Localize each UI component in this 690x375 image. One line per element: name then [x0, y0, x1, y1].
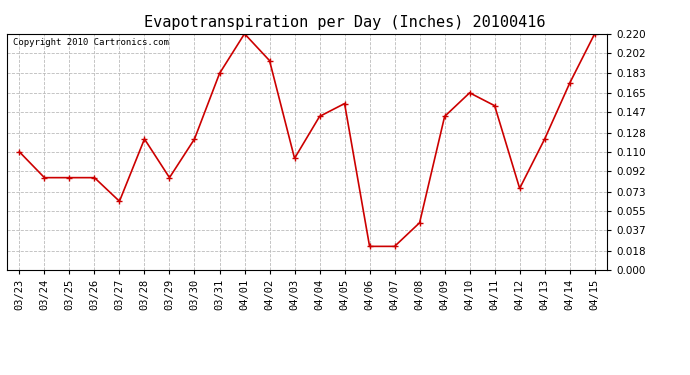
Text: Copyright 2010 Cartronics.com: Copyright 2010 Cartronics.com — [13, 39, 169, 48]
Text: Evapotranspiration per Day (Inches) 20100416: Evapotranspiration per Day (Inches) 2010… — [144, 15, 546, 30]
